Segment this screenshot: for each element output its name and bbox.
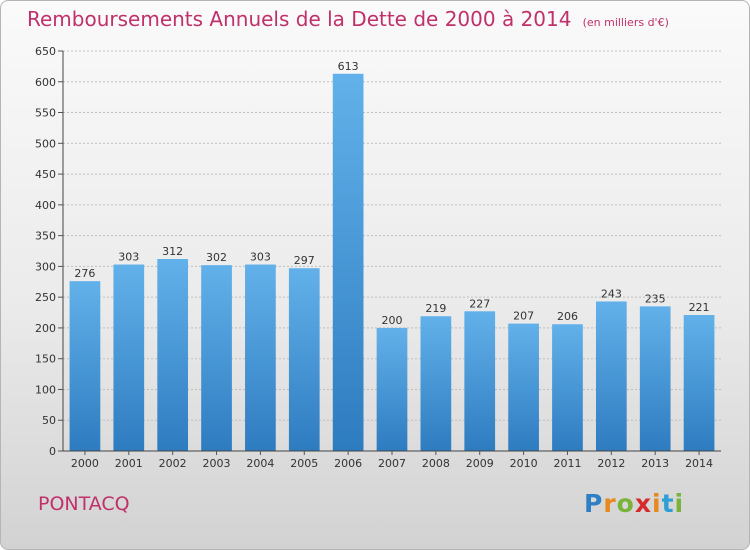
y-tick-label: 0 bbox=[49, 445, 56, 458]
y-tick-label: 50 bbox=[42, 414, 56, 427]
data-label: 297 bbox=[294, 254, 315, 267]
y-tick-label: 600 bbox=[35, 76, 56, 89]
data-label: 243 bbox=[601, 287, 622, 300]
x-tick-label: 2006 bbox=[334, 457, 362, 470]
x-tick-label: 2013 bbox=[641, 457, 669, 470]
chart-title: Remboursements Annuels de la Dette de 20… bbox=[27, 7, 572, 31]
data-label: 303 bbox=[118, 251, 139, 264]
logo-letter: i bbox=[674, 489, 685, 518]
y-tick-label: 150 bbox=[35, 353, 56, 366]
bar bbox=[464, 311, 496, 451]
x-tick-label: 2003 bbox=[203, 457, 231, 470]
data-label: 302 bbox=[206, 251, 227, 264]
logo-letter: P bbox=[584, 489, 604, 518]
bar bbox=[201, 265, 232, 451]
logo-letter: o bbox=[616, 489, 635, 518]
bar bbox=[683, 315, 715, 451]
data-label: 276 bbox=[74, 267, 95, 280]
bar bbox=[552, 324, 583, 451]
bar bbox=[157, 259, 189, 451]
y-tick-label: 250 bbox=[35, 291, 56, 304]
x-tick-label: 2004 bbox=[246, 457, 274, 470]
chart-subtitle: (en milliers d'€) bbox=[582, 16, 669, 29]
data-label: 312 bbox=[162, 245, 183, 258]
data-label: 303 bbox=[250, 251, 271, 264]
x-tick-label: 2000 bbox=[71, 457, 99, 470]
logo-letter: t bbox=[661, 489, 675, 518]
data-label: 219 bbox=[425, 302, 446, 315]
commune-name: PONTACQ bbox=[38, 493, 130, 515]
bar bbox=[113, 264, 145, 451]
y-tick-label: 300 bbox=[35, 260, 56, 273]
x-tick-label: 2012 bbox=[597, 457, 625, 470]
y-tick-label: 100 bbox=[35, 383, 56, 396]
logo-letter: r bbox=[603, 489, 617, 518]
y-tick-label: 550 bbox=[35, 107, 56, 120]
y-tick-label: 350 bbox=[35, 230, 56, 243]
x-tick-label: 2007 bbox=[378, 457, 406, 470]
bar bbox=[376, 327, 408, 451]
y-tick-label: 650 bbox=[35, 45, 56, 58]
bar bbox=[639, 306, 671, 451]
bar bbox=[245, 264, 276, 451]
y-tick-label: 450 bbox=[35, 168, 56, 181]
bar bbox=[420, 316, 452, 451]
bar bbox=[288, 268, 320, 451]
data-label: 613 bbox=[338, 60, 359, 73]
x-tick-label: 2001 bbox=[115, 457, 143, 470]
bar bbox=[332, 73, 364, 452]
data-label: 227 bbox=[469, 297, 490, 310]
data-label: 200 bbox=[382, 314, 403, 327]
bar bbox=[69, 281, 101, 451]
logo-letter: i bbox=[652, 489, 662, 518]
data-label: 206 bbox=[557, 310, 578, 323]
data-label: 207 bbox=[513, 310, 534, 323]
title-row: Remboursements Annuels de la Dette de 20… bbox=[27, 7, 669, 31]
bar bbox=[508, 323, 539, 451]
y-tick-label: 200 bbox=[35, 322, 56, 335]
x-tick-label: 2014 bbox=[685, 457, 713, 470]
x-tick-label: 2010 bbox=[510, 457, 538, 470]
x-tick-label: 2002 bbox=[159, 457, 187, 470]
bar bbox=[595, 301, 627, 451]
x-tick-label: 2011 bbox=[553, 457, 581, 470]
proxiti-logo[interactable]: Proxiti bbox=[584, 489, 684, 518]
x-tick-label: 2005 bbox=[290, 457, 318, 470]
data-label: 221 bbox=[689, 301, 710, 314]
y-tick-label: 500 bbox=[35, 137, 56, 150]
x-tick-label: 2008 bbox=[422, 457, 450, 470]
y-tick-label: 400 bbox=[35, 199, 56, 212]
x-tick-label: 2009 bbox=[466, 457, 494, 470]
data-label: 235 bbox=[645, 292, 666, 305]
logo-letter: x bbox=[634, 489, 652, 518]
